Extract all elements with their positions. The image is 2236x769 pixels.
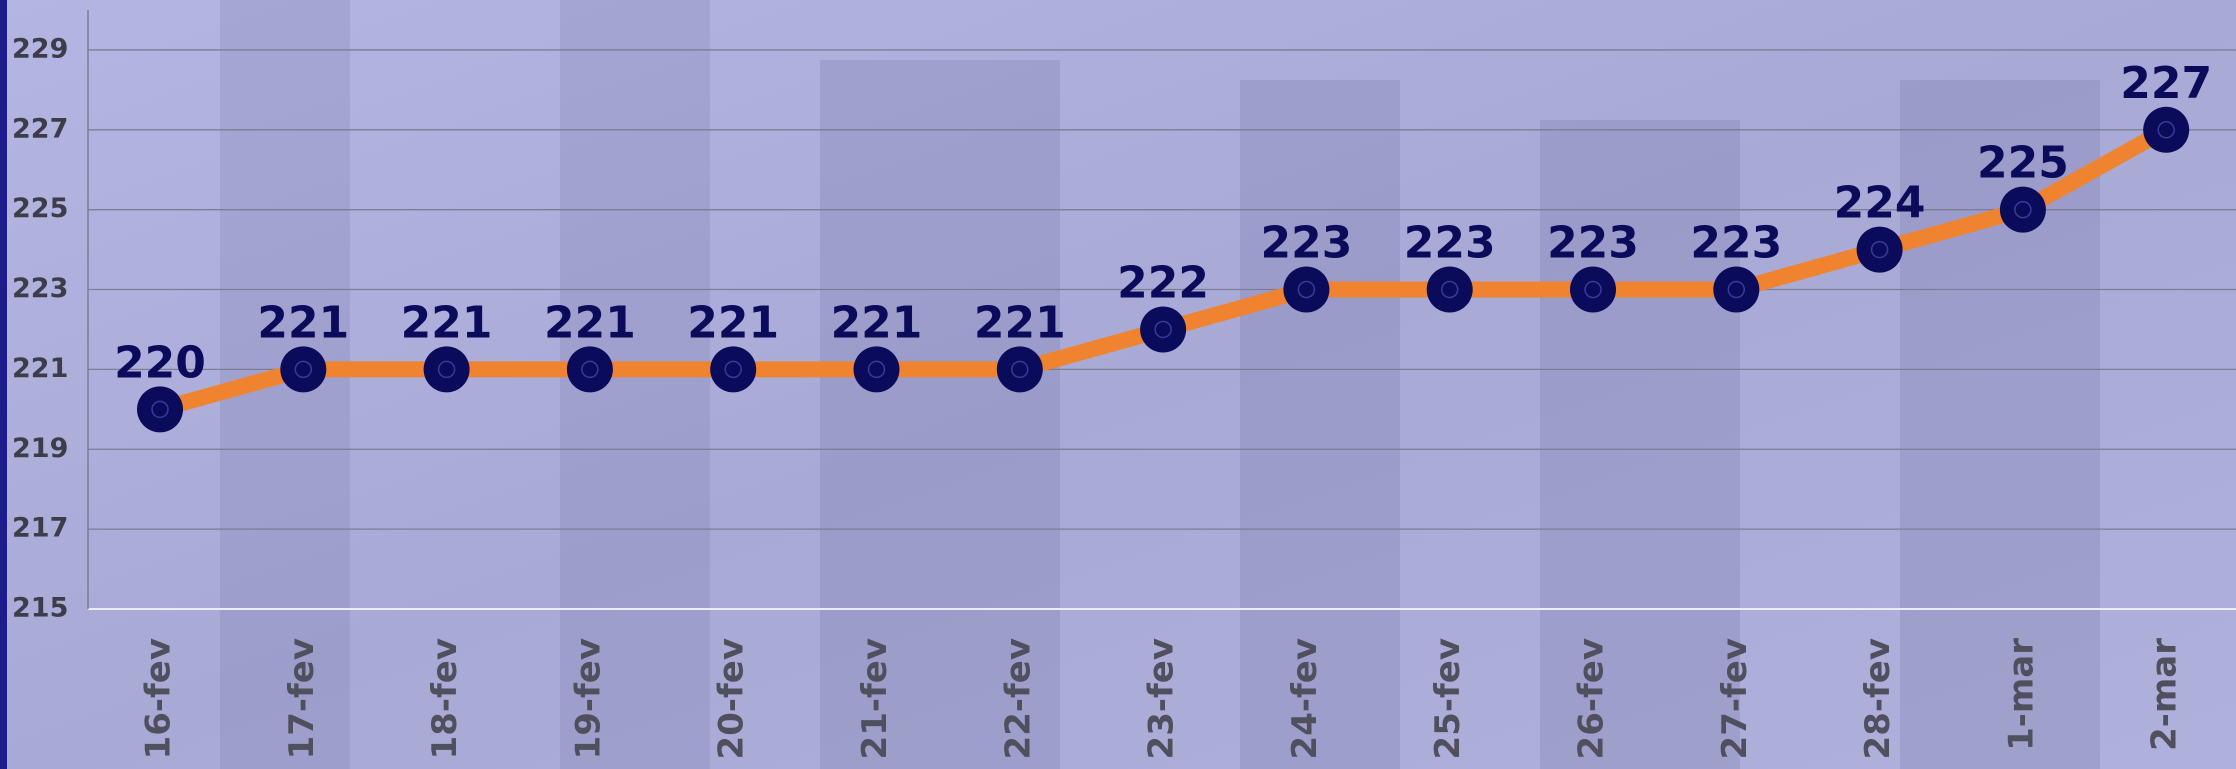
x-tick-label: 24-fev	[1285, 638, 1325, 759]
chart: 215 217 219 221 223 225 227 229 16-fev 17-fev 18-f…	[0, 0, 2236, 769]
data-label: 224	[1834, 178, 1926, 229]
x-tick-label: 1-mar	[2001, 638, 2041, 751]
marker	[1283, 267, 1329, 313]
marker	[137, 386, 183, 432]
data-label: 223	[1547, 218, 1639, 269]
marker	[280, 346, 326, 392]
data-label: 223	[1690, 218, 1782, 269]
y-tick-label: 227	[12, 113, 68, 144]
marker	[2143, 107, 2189, 153]
marker	[424, 346, 470, 392]
data-label: 221	[257, 297, 349, 348]
y-tick-label: 221	[12, 353, 68, 384]
marker	[997, 346, 1043, 392]
data-label: 225	[1977, 138, 2069, 189]
data-label: 220	[114, 337, 206, 388]
x-tick-label: 25-fev	[1428, 638, 1468, 759]
data-label: 221	[687, 297, 779, 348]
data-label: 223	[1404, 218, 1496, 269]
marker	[854, 346, 900, 392]
left-strip	[0, 0, 7, 769]
data-label: 221	[831, 297, 923, 348]
marker	[567, 346, 613, 392]
x-tick-label: 27-fev	[1715, 638, 1755, 759]
y-tick-label: 215	[12, 593, 68, 624]
x-tick-label: 2-mar	[2145, 638, 2185, 751]
marker	[1713, 267, 1759, 313]
marker	[1570, 267, 1616, 313]
data-label: 221	[974, 297, 1066, 348]
y-tick-label: 225	[12, 193, 68, 224]
x-tick-label: 19-fev	[568, 638, 608, 759]
y-tick-label: 217	[12, 513, 68, 544]
x-tick-label: 18-fev	[425, 638, 465, 759]
marker	[2000, 187, 2046, 233]
data-label: 221	[401, 297, 493, 348]
x-tick-label: 26-fev	[1572, 638, 1612, 759]
x-tick-label: 28-fev	[1858, 638, 1898, 759]
x-tick-label: 17-fev	[282, 638, 322, 759]
data-label: 227	[2120, 58, 2212, 109]
x-tick-label: 21-fev	[855, 638, 895, 759]
data-label: 223	[1260, 218, 1352, 269]
y-tick-label: 229	[12, 33, 68, 64]
marker	[710, 346, 756, 392]
marker	[1427, 267, 1473, 313]
x-tick-label: 22-fev	[998, 638, 1038, 759]
x-tick-label: 23-fev	[1142, 638, 1182, 759]
marker	[1140, 306, 1186, 352]
marker	[1857, 227, 1903, 273]
data-label: 221	[544, 297, 636, 348]
x-tick-label: 20-fev	[712, 638, 752, 759]
y-tick-label: 223	[12, 273, 68, 304]
y-tick-label: 219	[12, 433, 68, 464]
data-label: 222	[1117, 257, 1209, 308]
x-tick-label: 16-fev	[139, 638, 179, 759]
